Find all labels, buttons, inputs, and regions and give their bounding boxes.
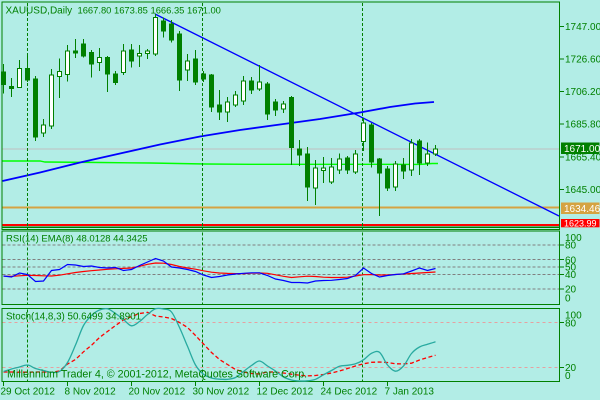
svg-text:1706.20: 1706.20: [565, 87, 600, 98]
svg-text:24 Dec 2012: 24 Dec 2012: [321, 387, 378, 398]
svg-text:0: 0: [565, 371, 571, 382]
svg-text:1623.99: 1623.99: [564, 218, 597, 228]
svg-text:0: 0: [565, 294, 571, 305]
svg-text:100: 100: [565, 233, 582, 244]
svg-text:29 Oct 2012: 29 Oct 2012: [1, 387, 56, 398]
svg-text:1634.46: 1634.46: [564, 204, 600, 215]
svg-text:1671.00: 1671.00: [564, 144, 600, 155]
svg-text:1667.80 1673.85 1666.35 1671.0: 1667.80 1673.85 1666.35 1671.00: [78, 5, 221, 16]
svg-text:1665.40: 1665.40: [565, 152, 600, 163]
svg-text:RSI(14) EMA(8) 48.0128 44.3425: RSI(14) EMA(8) 48.0128 44.3425: [6, 234, 148, 245]
svg-text:Millennium Trader 4, © 2001-20: Millennium Trader 4, © 2001-2012, MetaQu…: [7, 369, 307, 381]
svg-text:1685.80: 1685.80: [565, 120, 600, 131]
svg-text:1726.60: 1726.60: [565, 55, 600, 66]
svg-text:XAUUSD,Daily: XAUUSD,Daily: [6, 6, 73, 17]
svg-text:50: 50: [565, 263, 577, 274]
svg-text:40: 40: [565, 270, 577, 281]
svg-text:80: 80: [565, 240, 577, 251]
svg-text:8 Nov 2012: 8 Nov 2012: [65, 387, 117, 398]
svg-text:20: 20: [565, 285, 577, 296]
svg-text:7 Jan 2013: 7 Jan 2013: [385, 387, 435, 398]
svg-text:20 Nov 2012: 20 Nov 2012: [129, 387, 186, 398]
svg-text:20: 20: [565, 363, 577, 374]
svg-text:80: 80: [565, 318, 577, 329]
svg-text:1645.00: 1645.00: [565, 185, 600, 196]
svg-text:Stoch(14,8,3) 50.6499 34.8901: Stoch(14,8,3) 50.6499 34.8901: [6, 312, 141, 323]
svg-text:12 Dec 2012: 12 Dec 2012: [257, 387, 314, 398]
svg-text:30 Nov 2012: 30 Nov 2012: [193, 387, 250, 398]
svg-text:100: 100: [565, 311, 582, 322]
svg-text:1747.00: 1747.00: [565, 22, 600, 33]
svg-text:60: 60: [565, 255, 577, 266]
